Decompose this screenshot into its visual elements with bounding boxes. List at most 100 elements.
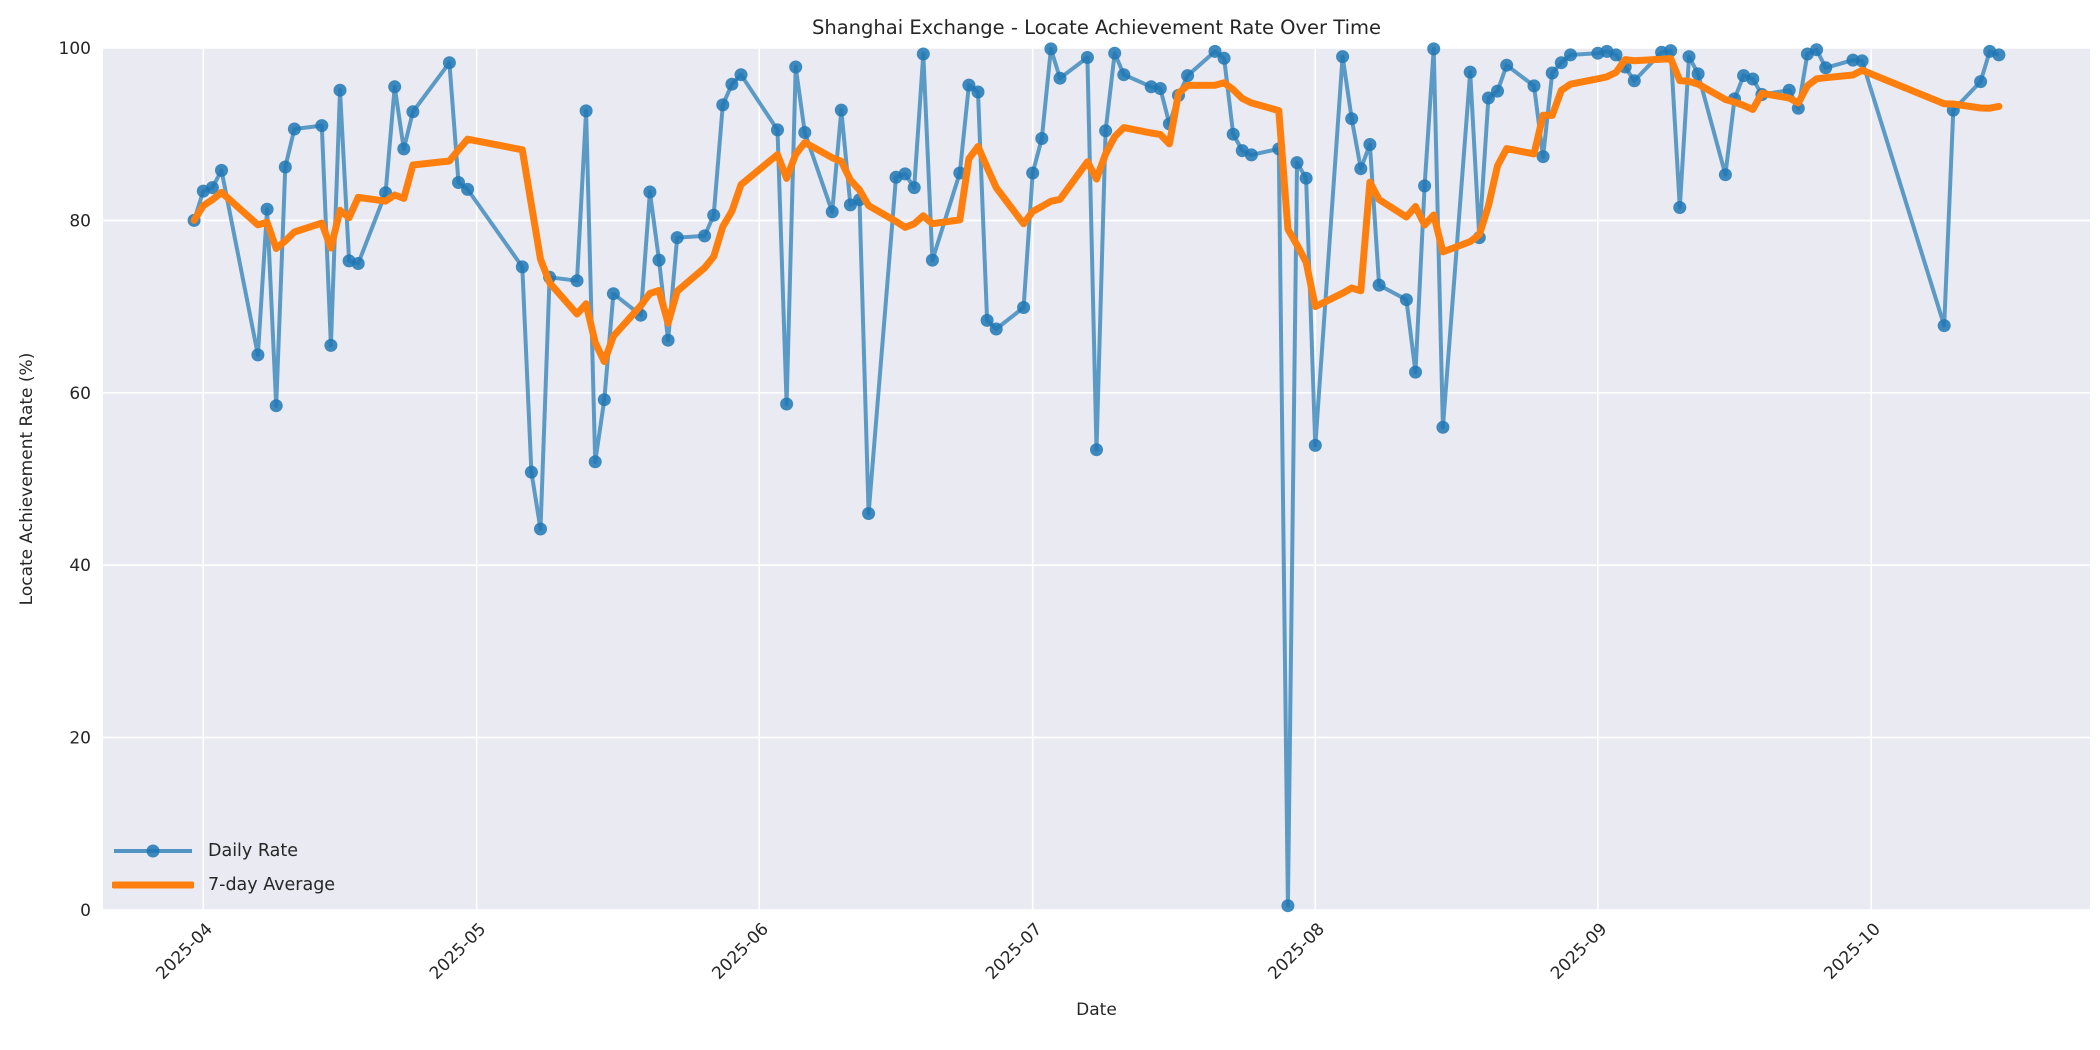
- data-point-marker: [1181, 69, 1195, 83]
- data-point-marker: [1481, 91, 1495, 105]
- data-point-marker: [670, 231, 684, 245]
- data-point-marker: [1436, 420, 1450, 434]
- data-point-marker: [1308, 438, 1322, 452]
- data-point-marker: [716, 98, 730, 112]
- legend-label-daily-rate: Daily Rate: [208, 841, 298, 861]
- data-point-marker: [315, 119, 329, 133]
- data-point-marker: [771, 123, 784, 137]
- data-point-marker: [1217, 51, 1231, 65]
- data-point-marker: [597, 393, 611, 407]
- data-point-marker: [215, 163, 228, 177]
- data-point-marker: [1108, 46, 1122, 60]
- plot-background: [103, 48, 2090, 910]
- data-point-marker: [205, 181, 219, 195]
- data-point-marker: [287, 122, 301, 136]
- y-tick-label: 100: [59, 39, 91, 59]
- data-point-marker: [1691, 67, 1705, 81]
- data-point-marker: [971, 85, 985, 99]
- data-point-marker: [1527, 79, 1541, 93]
- data-point-marker: [1226, 127, 1240, 141]
- data-point-marker: [1080, 51, 1094, 64]
- legend: Daily Rate 7-day Average: [112, 836, 335, 900]
- data-point-marker: [260, 202, 274, 216]
- data-point-marker: [1026, 166, 1040, 180]
- data-point-marker: [725, 77, 739, 91]
- gridlines: [103, 47, 2090, 911]
- data-point-marker: [1855, 54, 1869, 68]
- data-point-marker: [1035, 132, 1049, 145]
- data-point-marker: [515, 260, 529, 274]
- data-point-marker: [1427, 42, 1441, 56]
- data-point-marker: [1937, 319, 1951, 333]
- data-point-marker: [780, 397, 794, 411]
- legend-label-7day-average: 7-day Average: [208, 875, 336, 895]
- data-point-marker: [1491, 84, 1504, 98]
- data-point-marker: [1044, 42, 1058, 56]
- data-point-marker: [1810, 43, 1824, 57]
- data-point-marker: [798, 126, 812, 139]
- data-point-marker: [1409, 365, 1422, 379]
- data-point-marker: [707, 208, 721, 222]
- data-point-marker: [834, 103, 848, 117]
- data-point-marker: [461, 182, 475, 196]
- y-tick-label: 0: [80, 901, 91, 921]
- data-point-marker: [1682, 50, 1696, 64]
- data-point-marker: [1363, 138, 1377, 151]
- x-tick-label: 2025-07: [982, 919, 1046, 983]
- data-point-marker: [1545, 66, 1559, 80]
- data-point-marker: [1500, 58, 1514, 72]
- x-tick-label: 2025-05: [426, 919, 490, 983]
- data-point-marker: [898, 167, 912, 181]
- data-point-marker: [1090, 443, 1103, 457]
- y-tick-label: 40: [69, 556, 91, 576]
- x-tick-label: 2025-08: [1264, 919, 1328, 983]
- data-point-marker: [916, 47, 930, 61]
- data-point-marker: [1782, 83, 1796, 97]
- data-point-marker: [862, 507, 876, 520]
- data-point-marker: [962, 78, 976, 92]
- data-point-marker: [1117, 68, 1131, 82]
- y-tick-label: 80: [69, 211, 91, 231]
- data-point-marker: [1281, 899, 1295, 913]
- y-axis-label: Locate Achievement Rate (%): [17, 352, 37, 606]
- x-tick-label: 2025-04: [152, 919, 216, 983]
- data-point-marker: [1418, 179, 1432, 193]
- data-point-marker: [406, 105, 420, 119]
- y-tick-label: 60: [69, 384, 91, 404]
- 7day-average-line: [190, 55, 2003, 366]
- data-point-marker: [1564, 48, 1577, 62]
- data-point-marker: [1336, 50, 1350, 64]
- data-point-marker: [452, 176, 465, 189]
- data-point-marker: [907, 181, 921, 195]
- data-point-marker: [1974, 75, 1988, 89]
- data-point-marker: [825, 205, 839, 219]
- data-point-marker: [652, 253, 666, 267]
- legend-item-daily-rate: Daily Rate: [112, 836, 335, 866]
- data-point-marker: [324, 338, 338, 352]
- data-point-marker: [388, 80, 402, 94]
- data-point-marker: [442, 56, 456, 70]
- data-point-marker: [397, 142, 411, 156]
- data-point-marker: [1718, 168, 1732, 182]
- data-point-marker: [643, 185, 657, 199]
- data-point-marker: [570, 274, 584, 288]
- x-axis-label: Date: [1076, 1000, 1117, 1020]
- data-point-marker: [251, 348, 265, 362]
- data-point-marker: [661, 333, 675, 347]
- data-point-marker: [534, 522, 547, 536]
- y-tick-label: 20: [69, 729, 91, 749]
- data-point-marker: [1673, 201, 1687, 214]
- data-point-marker: [1290, 156, 1304, 170]
- data-point-marker: [925, 253, 939, 267]
- data-point-marker: [1554, 56, 1568, 70]
- data-point-marker: [524, 465, 538, 479]
- data-point-marker: [789, 60, 803, 74]
- data-point-marker: [1345, 112, 1359, 126]
- legend-item-7day-average: 7-day Average: [112, 870, 335, 900]
- data-point-marker: [579, 104, 593, 118]
- data-point-marker: [989, 322, 1003, 336]
- data-point-marker: [1372, 278, 1386, 292]
- data-point-marker: [1399, 293, 1413, 307]
- data-point-marker: [1746, 72, 1760, 86]
